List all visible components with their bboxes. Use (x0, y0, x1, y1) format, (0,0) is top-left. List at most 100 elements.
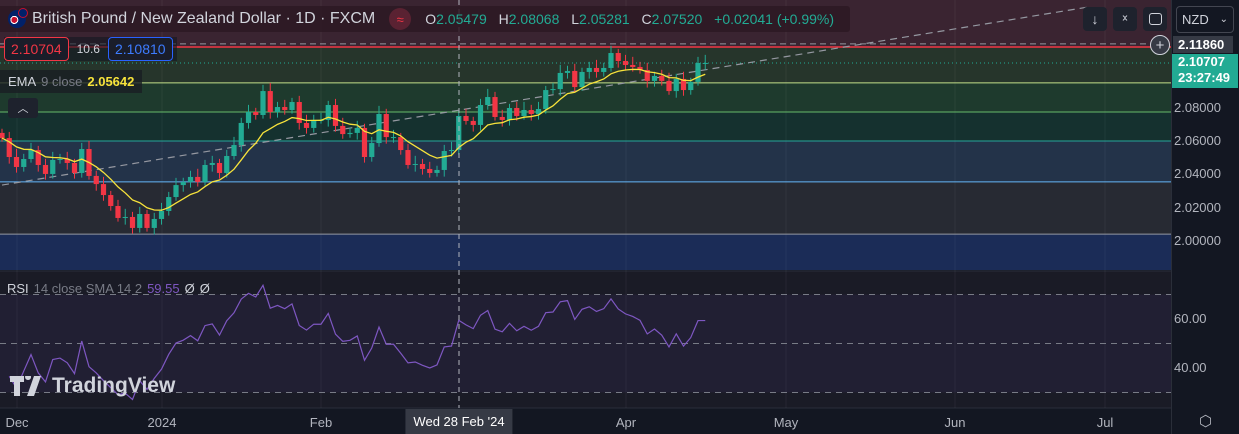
candle-body (231, 145, 237, 157)
scroll-to-latest-button[interactable]: ↓ (1083, 7, 1107, 31)
candle-body (557, 72, 563, 90)
candle-body (79, 149, 85, 173)
tradingview-logo-icon (10, 376, 41, 396)
candle-body (28, 150, 34, 159)
chevron-down-icon: ⌄ (1219, 14, 1228, 25)
candle-body (448, 150, 455, 152)
candle-body (129, 216, 136, 228)
rsi-extra-value: Ø (199, 281, 210, 296)
candle-body (564, 70, 571, 73)
candle-body (412, 163, 418, 165)
candle-body (579, 71, 585, 88)
candle-body (187, 176, 194, 182)
candle-body (202, 164, 208, 182)
candle-body (245, 111, 252, 123)
currency-select[interactable]: NZD ⌄ (1176, 6, 1234, 33)
candle-body (427, 168, 433, 173)
candle-body (122, 216, 128, 218)
chart-canvas[interactable] (0, 0, 1171, 434)
candle-body (528, 109, 534, 114)
fullscreen-button[interactable] (1143, 7, 1167, 31)
candle-body (282, 107, 288, 110)
ema-legend[interactable]: EMA 9 close 2.05642 (0, 70, 143, 93)
tradingview-logo[interactable]: TradingView (10, 374, 175, 398)
candle-body (419, 163, 426, 169)
collapse-legend-button[interactable]: ︿ (8, 98, 38, 118)
candle-body (347, 132, 353, 135)
candle-body (180, 181, 186, 186)
add-alert-button[interactable]: + (1150, 35, 1170, 55)
candle-body (216, 162, 223, 173)
candle-body (260, 91, 266, 115)
candle-body (71, 162, 78, 173)
logo-text: TradingView (52, 374, 176, 397)
time-tick-label: May (773, 415, 799, 430)
candle-body (303, 122, 310, 128)
price-tick-label: 2.06000 (1174, 133, 1221, 148)
rsi-tick-label: 40.00 (1174, 360, 1207, 375)
candle-body (666, 80, 672, 92)
rsi-value: 59.55 (147, 281, 180, 296)
candle-body (35, 150, 41, 165)
ema-value: 2.05642 (87, 74, 135, 89)
buy-button[interactable]: 2.10810 (107, 37, 173, 61)
candle-body (492, 97, 498, 117)
candle-body (224, 156, 230, 173)
candle-body (441, 151, 447, 170)
candle-body (100, 184, 107, 196)
price-band (0, 111, 1171, 142)
ema-line (1, 68, 706, 211)
price-tick-label: 2.02000 (1174, 200, 1221, 215)
sell-button[interactable]: 2.10704 (4, 37, 69, 61)
price-tick-label: 2.08000 (1174, 100, 1221, 115)
candle-body (434, 169, 440, 173)
bar-countdown: 23:27:49 (1178, 70, 1231, 85)
rsi-params: 14 close SMA 14 2 (33, 281, 143, 296)
symbol-title[interactable]: British Pound / New Zealand Dollar · 1D … (32, 10, 376, 27)
price-band (0, 82, 1171, 112)
change-value: +0.02041 (+0.99%) (714, 11, 835, 27)
price-tick-label: 2.00000 (1174, 233, 1221, 248)
candle-body (521, 109, 527, 116)
candle-body (535, 108, 542, 114)
candle-body (593, 67, 600, 72)
candle-body (64, 158, 70, 163)
candle-body (680, 78, 687, 91)
rsi-legend[interactable]: RSI 14 close SMA 14 2 59.55 Ø Ø (7, 281, 210, 296)
symbol-header[interactable]: British Pound / New Zealand Dollar · 1D … (0, 6, 851, 32)
candle-body (296, 102, 302, 123)
settings-icon[interactable]: ⬡ (1199, 413, 1213, 430)
gbp-nzd-flag-icon (8, 8, 28, 28)
candle-body (151, 218, 157, 228)
rsi-line (8, 283, 706, 401)
candle-body (477, 105, 484, 125)
candle-body (158, 210, 165, 219)
candle-body (615, 53, 621, 61)
candle-body (637, 66, 643, 70)
price-band (0, 181, 1171, 235)
candle-body (50, 159, 56, 174)
candle-body (13, 157, 20, 167)
candle-body (332, 105, 339, 126)
candle-body (673, 78, 679, 92)
plus-icon: + (1155, 36, 1165, 54)
high-price-label: 2.11860 (1173, 36, 1233, 53)
candle-body (463, 115, 469, 121)
candle-body (506, 108, 513, 120)
price-band (0, 47, 1171, 83)
candle-body (383, 113, 389, 138)
spread-value: 10.6 (76, 42, 100, 56)
rsi-tick-label: 60.00 (1174, 311, 1207, 326)
candle-body (644, 69, 650, 81)
candle-body (659, 75, 665, 81)
candle-body (361, 127, 368, 158)
candle-body (42, 164, 49, 174)
candle-body (340, 125, 346, 135)
candle-body (390, 137, 397, 139)
approx-equal-icon[interactable]: ≈ (389, 8, 412, 30)
rsi-extra-value: Ø (184, 281, 195, 296)
candle-body (622, 60, 629, 65)
collapse-pane-button[interactable]: ⌄ ⌃ (1113, 7, 1137, 31)
candle-body (57, 158, 63, 160)
trend-line (1, 6, 1090, 186)
